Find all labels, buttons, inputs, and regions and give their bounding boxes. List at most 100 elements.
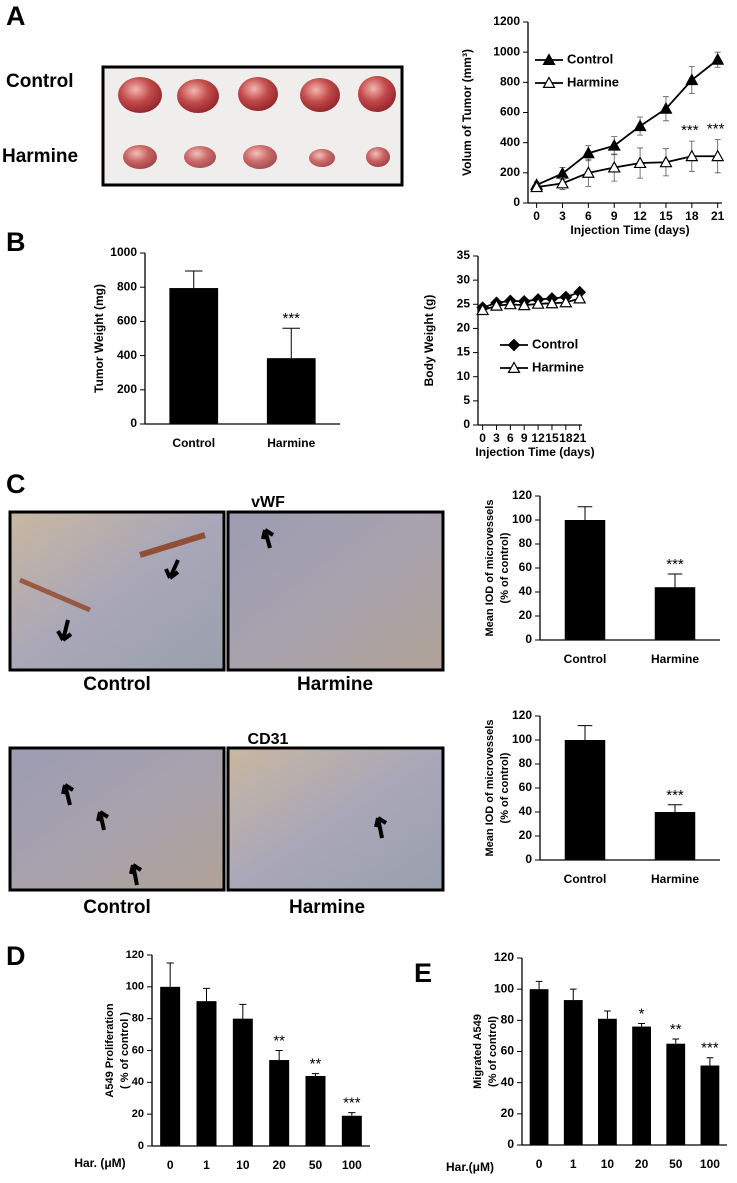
y-axis-label: (% of control) [487, 1016, 499, 1087]
marker [581, 146, 595, 159]
chart: 0 20 40 60 80 100 120 Mean IOD of microvessels(… [484, 708, 720, 886]
marker [545, 296, 559, 309]
stain-title: vWF [251, 494, 285, 511]
y-tick-label: 400 [500, 135, 520, 149]
y-tick-label: 800 [500, 75, 520, 89]
bar [700, 1065, 720, 1145]
x-tick-label: 100 [700, 1157, 720, 1171]
y-tick-label: 0 [525, 852, 532, 866]
marker [507, 361, 521, 373]
significance-label: ** [670, 1021, 682, 1038]
error-bar [166, 962, 174, 987]
x-tick-label: 12 [633, 209, 647, 223]
panel-label: A [6, 1, 26, 31]
significance-label: *** [701, 1040, 719, 1057]
marker [542, 76, 556, 88]
x-tick-label: Control [564, 652, 607, 666]
y-tick-label: 60 [519, 560, 533, 574]
marker [685, 73, 699, 86]
marker [507, 338, 521, 352]
y-tick-label: 40 [519, 804, 533, 818]
x-tick-label: 0 [479, 431, 486, 445]
y-tick-label: 600 [117, 314, 137, 328]
y-axis-label: Mean IOD of microvessels [484, 500, 496, 637]
x-tick-label: 21 [573, 431, 587, 445]
x-tick-label: 100 [342, 1158, 362, 1172]
marker [559, 295, 573, 308]
y-tick-label: 60 [519, 780, 533, 794]
y-tick-label: 80 [519, 756, 533, 770]
y-axis-label: ( % of control ) [119, 1012, 131, 1089]
y-axis-label: Tumor Weight (mg) [92, 284, 106, 393]
y-tick-label: 25 [457, 296, 471, 310]
y-axis-label: Volum of Tumor (mm³) [460, 49, 474, 176]
marker [542, 53, 556, 65]
y-tick-label: 600 [500, 105, 520, 119]
bar [529, 989, 549, 1145]
x-tick-label: 3 [559, 209, 566, 223]
row-label: Harmine [2, 146, 78, 167]
y-tick-label: 200 [117, 382, 137, 396]
x-tick-label: 20 [272, 1158, 286, 1172]
x-tick-label: 3 [493, 431, 500, 445]
marker [531, 297, 545, 309]
chart: 0 20 40 60 80 100 120 Mean IOD of microvessels(… [484, 488, 720, 666]
histology-photo [8, 510, 445, 672]
x-tick-label: 20 [635, 1157, 649, 1171]
significance-label: *** [666, 556, 684, 573]
marker [581, 166, 595, 178]
x-axis-label: Injection Time (days) [475, 445, 594, 459]
y-tick-label: 100 [494, 981, 514, 995]
y-tick-label: 0 [513, 195, 520, 209]
marker [607, 138, 621, 151]
y-tick-label: 20 [501, 1106, 515, 1120]
x-axis-label: Har. (μM) [74, 1156, 125, 1170]
y-axis-label: (% of control) [499, 532, 511, 603]
panel-label: D [6, 941, 26, 971]
marker [517, 298, 531, 311]
y-tick-label: 100 [512, 512, 532, 526]
y-tick-label: 1000 [493, 44, 520, 58]
x-tick-label: Control [172, 436, 215, 450]
histology-photo [8, 746, 445, 892]
x-tick-label: 0 [533, 209, 540, 223]
bar [666, 1043, 686, 1145]
marker [659, 101, 673, 114]
y-tick-label: 40 [132, 1076, 144, 1088]
bar [196, 1001, 217, 1146]
error-bar [604, 1010, 611, 1019]
error-bar [239, 1003, 247, 1019]
y-tick-label: 0 [138, 1140, 144, 1152]
y-axis-label: Mean IOD of microvessels [484, 720, 496, 857]
significance-label: * [639, 1005, 645, 1022]
y-tick-label: 20 [132, 1108, 144, 1120]
photo-label: Control [83, 674, 151, 695]
chart: 0 200 400 600 800 1000 Tumor Weight (mg) Contro… [92, 245, 340, 450]
y-tick-label: 60 [132, 1044, 144, 1056]
y-tick-label: 10 [457, 369, 471, 383]
y-tick-label: 120 [126, 949, 144, 961]
x-tick-label: 1 [570, 1157, 577, 1171]
error-bar [577, 725, 593, 740]
y-tick-label: 0 [463, 417, 470, 431]
bar [564, 520, 606, 640]
x-tick-label: 10 [601, 1157, 615, 1171]
error-bar [348, 1112, 356, 1116]
y-tick-label: 40 [519, 584, 533, 598]
bar [632, 1026, 651, 1145]
marker [555, 176, 570, 189]
error-bar [569, 988, 577, 1001]
significance-label: ** [273, 1032, 285, 1049]
marker [711, 52, 725, 65]
stain-title: CD31 [248, 731, 289, 748]
marker [685, 149, 699, 162]
x-tick-label: 18 [685, 209, 699, 223]
y-tick-label: 20 [519, 828, 533, 842]
marker [659, 155, 673, 168]
x-tick-label: 12 [531, 431, 545, 445]
x-tick-label: 15 [659, 209, 673, 223]
bar [266, 358, 316, 424]
error-bar [667, 804, 683, 812]
tumor-photo [101, 65, 404, 187]
